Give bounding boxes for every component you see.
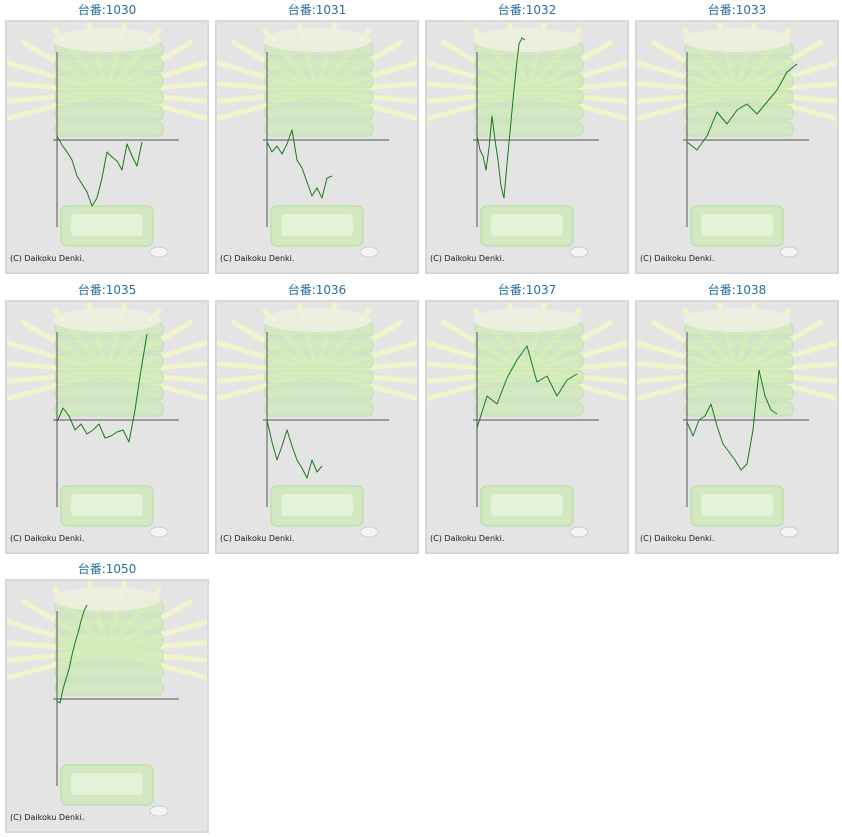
graph-panel: (C) Daikoku Denki. [5, 300, 209, 554]
machine-number-label[interactable]: 台番:1037 [497, 283, 557, 297]
slump-graph: (C) Daikoku Denki. [217, 22, 417, 263]
copyright-text: (C) Daikoku Denki. [430, 534, 504, 543]
background-illustration [7, 581, 207, 817]
machine-number-label[interactable]: 台番:1038 [707, 283, 767, 297]
background-illustration [217, 22, 417, 258]
copyright-text: (C) Daikoku Denki. [10, 254, 84, 263]
machine-number-label[interactable]: 台番:1050 [77, 562, 137, 576]
series-line [56, 604, 88, 704]
slump-graph: (C) Daikoku Denki. [427, 22, 627, 263]
graph-panel: (C) Daikoku Denki. [5, 20, 209, 274]
graph-panel: (C) Daikoku Denki. [5, 579, 209, 833]
background-illustration [427, 22, 627, 258]
graph-panel: (C) Daikoku Denki. [635, 300, 839, 554]
graph-panel: (C) Daikoku Denki. [215, 300, 419, 554]
copyright-text: (C) Daikoku Denki. [640, 254, 714, 263]
slump-graph: (C) Daikoku Denki. [637, 302, 837, 543]
machine-number-label[interactable]: 台番:1035 [77, 283, 137, 297]
machine-number-label[interactable]: 台番:1031 [287, 3, 347, 17]
background-illustration [427, 302, 627, 538]
machine-number-label[interactable]: 台番:1036 [287, 283, 347, 297]
copyright-text: (C) Daikoku Denki. [10, 813, 84, 822]
slump-graph: (C) Daikoku Denki. [427, 302, 627, 543]
series-line [266, 419, 323, 479]
copyright-text: (C) Daikoku Denki. [430, 254, 504, 263]
machine-number-label[interactable]: 台番:1030 [77, 3, 137, 17]
background-illustration [7, 302, 207, 538]
slump-graph: (C) Daikoku Denki. [7, 302, 207, 543]
background-illustration [7, 22, 207, 258]
machine-number-label[interactable]: 台番:1033 [707, 3, 767, 17]
series-line [686, 369, 778, 471]
copyright-text: (C) Daikoku Denki. [10, 534, 84, 543]
series-line [686, 63, 798, 151]
copyright-text: (C) Daikoku Denki. [640, 534, 714, 543]
series-line [476, 345, 578, 429]
machine-number-label[interactable]: 台番:1032 [497, 3, 557, 17]
graph-panel: (C) Daikoku Denki. [425, 300, 629, 554]
background-illustration [217, 302, 417, 538]
series-line [266, 129, 333, 199]
graph-panel: (C) Daikoku Denki. [635, 20, 839, 274]
series-line [56, 333, 148, 443]
slump-graph: (C) Daikoku Denki. [217, 302, 417, 543]
slump-graph: (C) Daikoku Denki. [637, 22, 837, 263]
background-illustration [637, 22, 837, 258]
series-line [476, 37, 526, 199]
slump-graph: (C) Daikoku Denki. [7, 581, 207, 822]
background-illustration [637, 302, 837, 538]
graph-panel: (C) Daikoku Denki. [215, 20, 419, 274]
series-line [56, 135, 143, 207]
slump-graph: (C) Daikoku Denki. [7, 22, 207, 263]
copyright-text: (C) Daikoku Denki. [220, 534, 294, 543]
graph-panel: (C) Daikoku Denki. [425, 20, 629, 274]
copyright-text: (C) Daikoku Denki. [220, 254, 294, 263]
